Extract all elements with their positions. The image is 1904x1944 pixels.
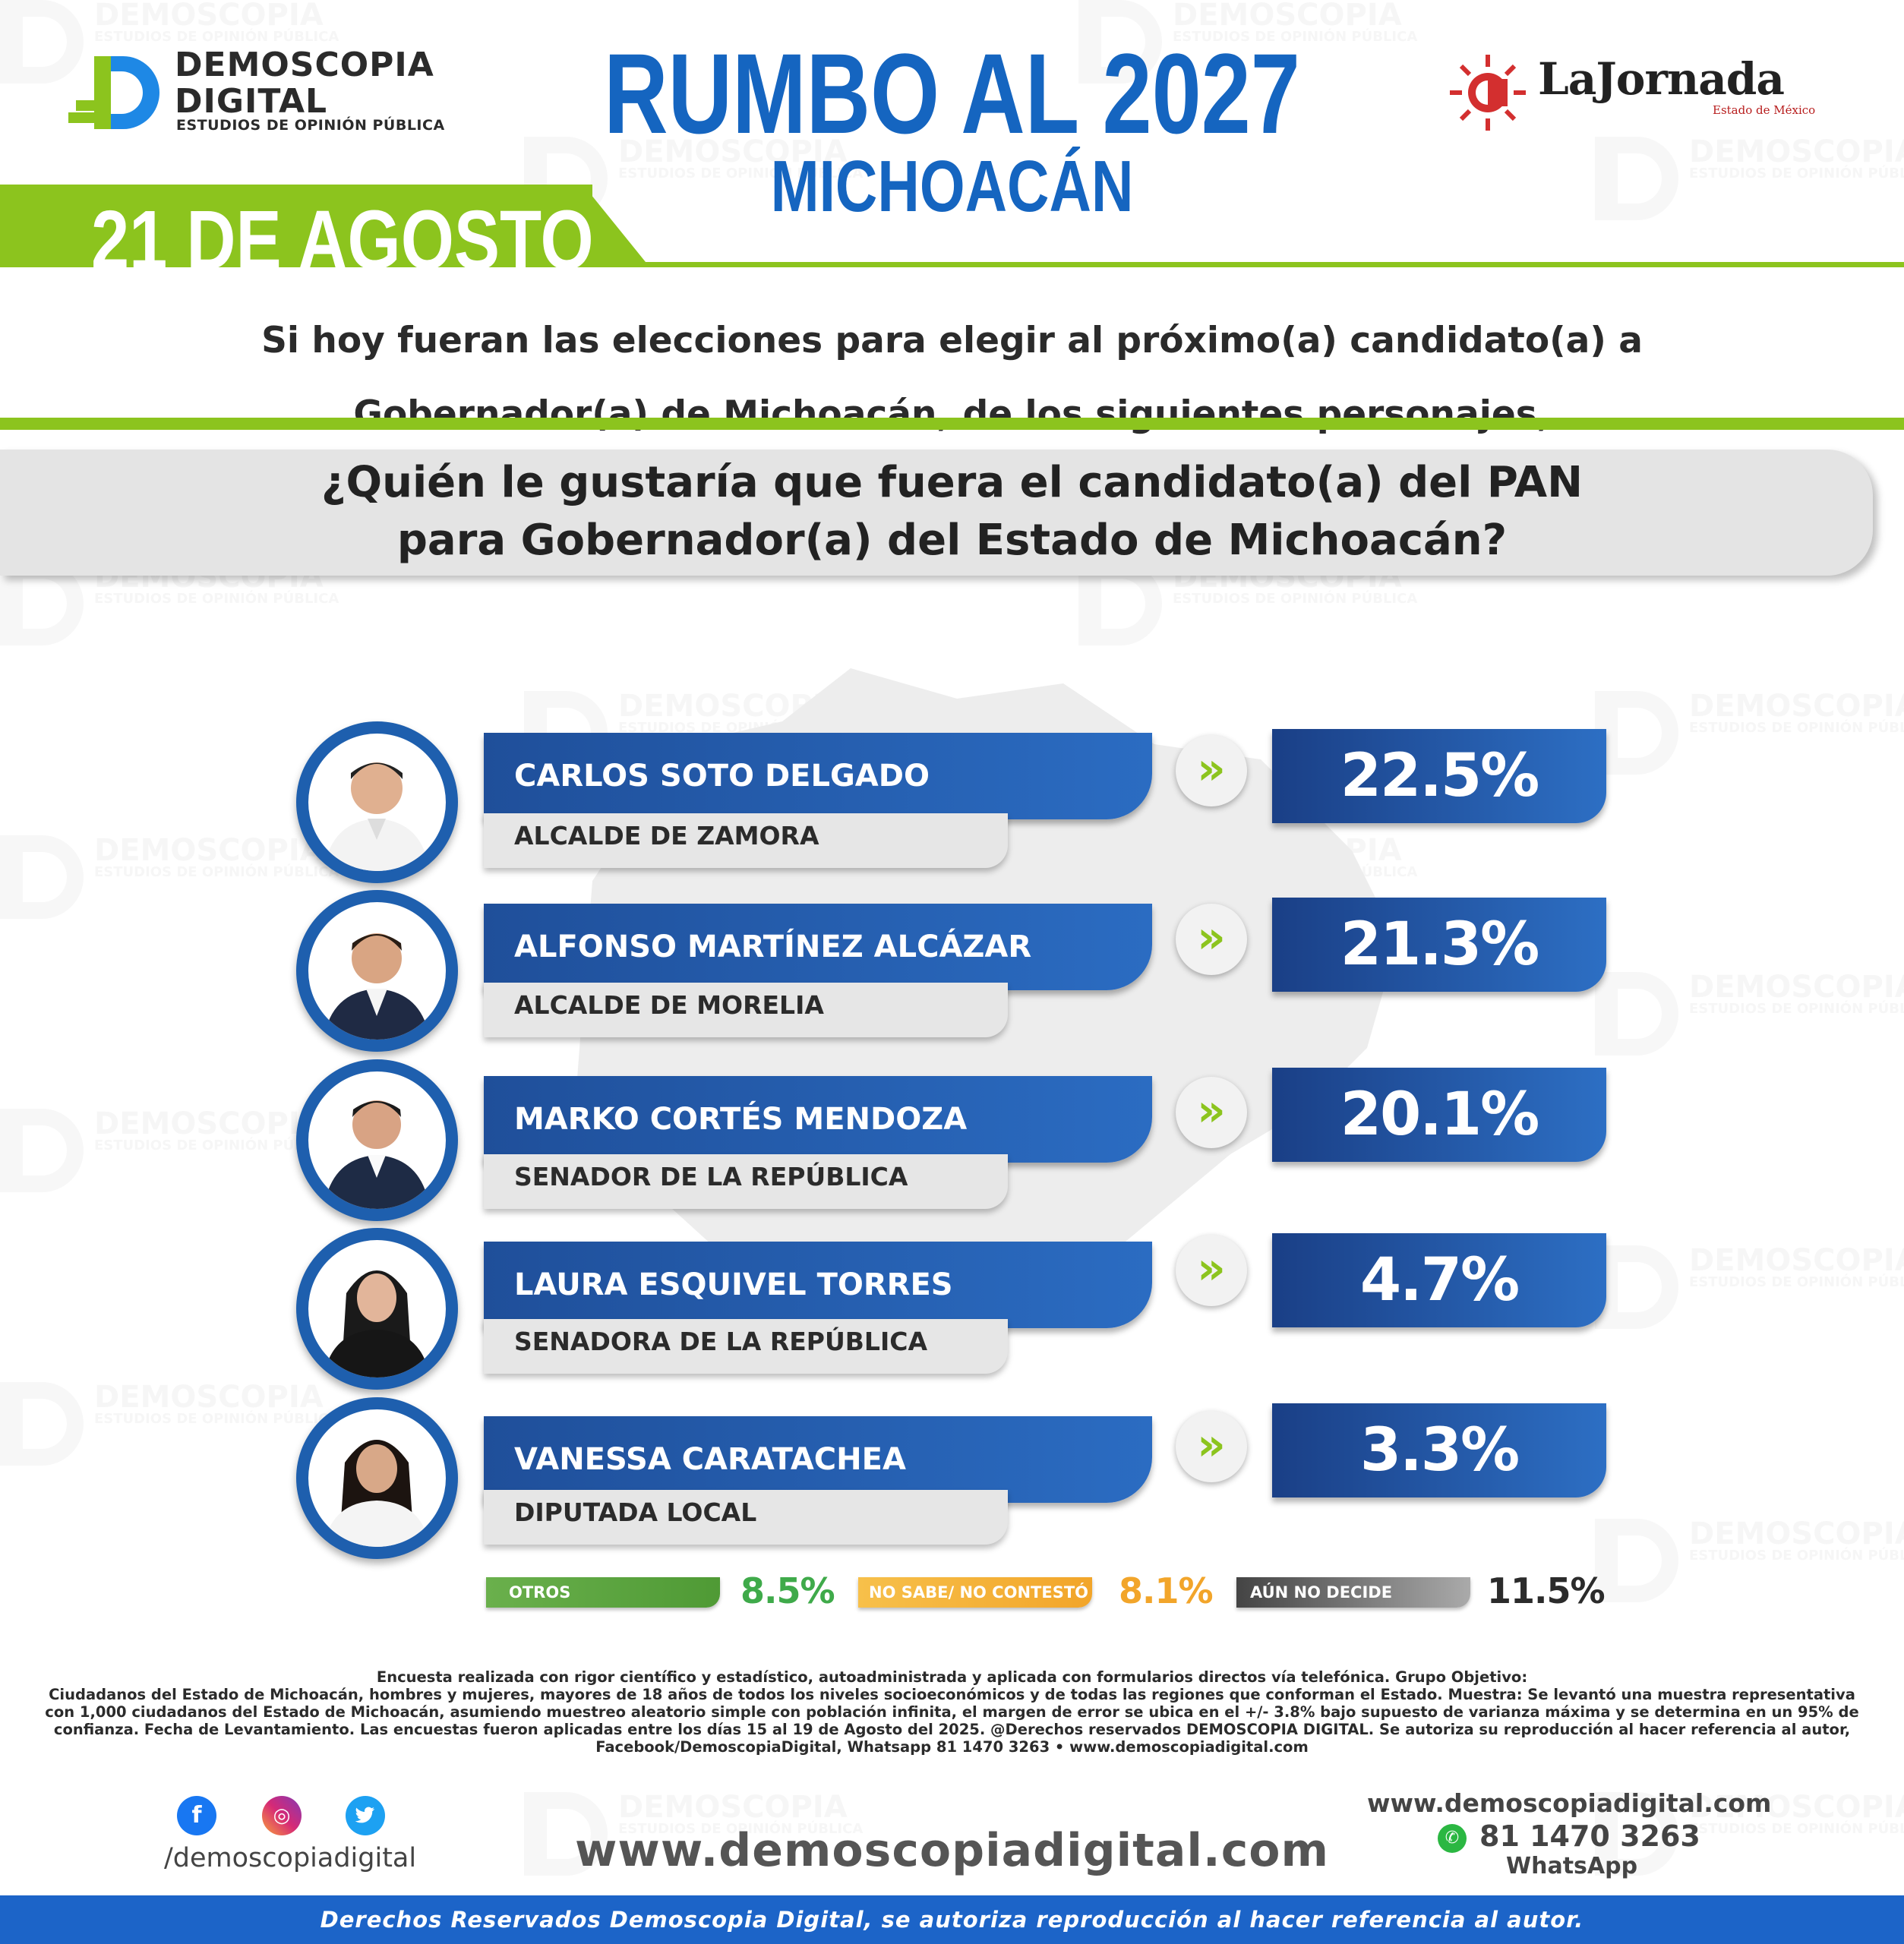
copyright-text: Derechos Reservados Demoscopia Digital, … [320,1907,1584,1933]
double-chevron-right-icon: » [1176,735,1247,806]
la-jornada-sun-icon [1450,55,1526,131]
option-bar-no-sabe: NO SABE/ NO CONTESTÓ [858,1577,1092,1608]
footer-bar [0,1895,1904,1944]
person-avatar-icon [324,1100,430,1209]
methodology-text: Encuesta realizada con rigor científico … [45,1668,1859,1756]
double-chevron-right-icon: » [1176,904,1247,975]
website-link-small[interactable]: www.demoscopiadigital.com [1367,1788,1772,1818]
candidate-name: LAURA ESQUIVEL TORRES [514,1267,953,1302]
candidate-name-bar: LAURA ESQUIVEL TORRES [484,1242,1152,1328]
watermark: DEMOSCOPIAESTUDIOS DE OPINIÓN PÚBLICA [1595,972,1904,1056]
whatsapp-icon: ✆ [1438,1824,1467,1853]
whatsapp-label: WhatsApp [1506,1853,1638,1879]
twitter-icon[interactable] [346,1796,385,1835]
candidate-photo [296,1228,458,1390]
candidate-name-bar: ALFONSO MARTÍNEZ ALCÁZAR [484,904,1152,990]
double-chevron-right-icon: » [1176,1235,1247,1306]
watermark: DEMOSCOPIAESTUDIOS DE OPINIÓN PÚBLICA [1595,1245,1904,1329]
candidate-name: CARLOS SOTO DELGADO [514,759,930,794]
value-box: 22.5% [1272,729,1606,823]
person-avatar-icon [324,1440,430,1547]
watermark: DEMOSCOPIAESTUDIOS DE OPINIÓN PÚBLICA [0,1109,339,1192]
candidate-photo [296,1059,458,1221]
candidate-role: ALCALDE DE ZAMORA [514,821,819,850]
candidate-role-bar: DIPUTADA LOCAL [484,1490,1008,1545]
partner-logo-subtitle: Estado de México [1713,103,1816,117]
demoscopia-logo-icon [68,56,159,129]
option-value: 8.1% [1119,1570,1214,1611]
candidate-role: SENADORA DE LA REPÚBLICA [514,1327,927,1356]
page-subtitle: MICHOACÁN [770,146,1134,227]
brand-name: DEMOSCOPIA DIGITAL [175,46,434,121]
option-bar-aun-no-decide: AÚN NO DECIDE [1236,1577,1470,1608]
brand-tagline: ESTUDIOS DE OPINIÓN PÚBLICA [176,117,445,134]
intro-background [0,267,1904,427]
social-handle[interactable]: /demoscopiadigital [164,1843,417,1873]
value-box: 21.3% [1272,898,1606,992]
candidate-name: MARKO CORTÉS MENDOZA [514,1102,968,1137]
survey-date: 21 DE AGOSTO [91,194,594,287]
value-label: 4.7% [1359,1246,1520,1314]
survey-question: ¿Quién le gustaría que fuera el candidat… [321,458,1583,565]
option-label: NO SABE/ NO CONTESTÓ [869,1583,1088,1602]
divider-line [0,418,1904,430]
website-link[interactable]: www.demoscopiadigital.com [575,1824,1329,1877]
instagram-icon[interactable]: ◎ [262,1796,302,1835]
candidate-role: DIPUTADA LOCAL [514,1497,757,1527]
candidate-photo [296,721,458,883]
question-box [0,450,1873,576]
candidate-role: ALCALDE DE MORELIA [514,990,824,1020]
value-box: 3.3% [1272,1403,1606,1497]
option-bar-otros: OTROS [486,1577,720,1608]
option-value: 11.5% [1487,1570,1606,1611]
option-label: AÚN NO DECIDE [1250,1583,1393,1602]
double-chevron-right-icon: » [1176,1077,1247,1148]
partner-logo-text: LaJornada [1538,53,1785,105]
facebook-icon[interactable]: f [177,1796,216,1835]
value-box: 4.7% [1272,1233,1606,1327]
option-value: 8.5% [740,1570,835,1611]
candidate-role-bar: SENADORA DE LA REPÚBLICA [484,1319,1008,1374]
candidate-role-bar: ALCALDE DE MORELIA [484,983,1008,1037]
value-label: 21.3% [1340,910,1540,979]
value-label: 3.3% [1359,1416,1520,1485]
option-label: OTROS [509,1583,571,1602]
person-avatar-icon [324,762,430,871]
candidate-role-bar: SENADOR DE LA REPÚBLICA [484,1154,1008,1209]
person-avatar-icon [324,933,430,1040]
candidate-name-bar: CARLOS SOTO DELGADO [484,733,1152,819]
candidate-name: VANESSA CARATACHEA [514,1442,906,1477]
watermark: DEMOSCOPIAESTUDIOS DE OPINIÓN PÚBLICA [0,835,339,919]
person-avatar-icon [324,1270,430,1378]
candidate-photo [296,890,458,1052]
watermark: DEMOSCOPIAESTUDIOS DE OPINIÓN PÚBLICA [1595,691,1904,775]
candidate-name: ALFONSO MARTÍNEZ ALCÁZAR [514,929,1032,964]
double-chevron-right-icon: » [1176,1411,1247,1482]
candidate-photo [296,1397,458,1559]
watermark: DEMOSCOPIAESTUDIOS DE OPINIÓN PÚBLICA [0,1382,339,1466]
candidate-role: SENADOR DE LA REPÚBLICA [514,1162,908,1191]
watermark: DEMOSCOPIAESTUDIOS DE OPINIÓN PÚBLICA [1595,1519,1904,1602]
date-tab [0,185,592,276]
page-title: RUMBO AL 2027 [604,30,1300,157]
value-label: 22.5% [1340,742,1540,810]
candidate-name-bar: MARKO CORTÉS MENDOZA [484,1076,1152,1163]
value-label: 20.1% [1340,1081,1540,1149]
candidate-role-bar: ALCALDE DE ZAMORA [484,813,1008,868]
candidate-name-bar: VANESSA CARATACHEA [484,1416,1152,1503]
value-box: 20.1% [1272,1068,1606,1162]
phone-number[interactable]: 81 1470 3263 [1479,1819,1700,1853]
